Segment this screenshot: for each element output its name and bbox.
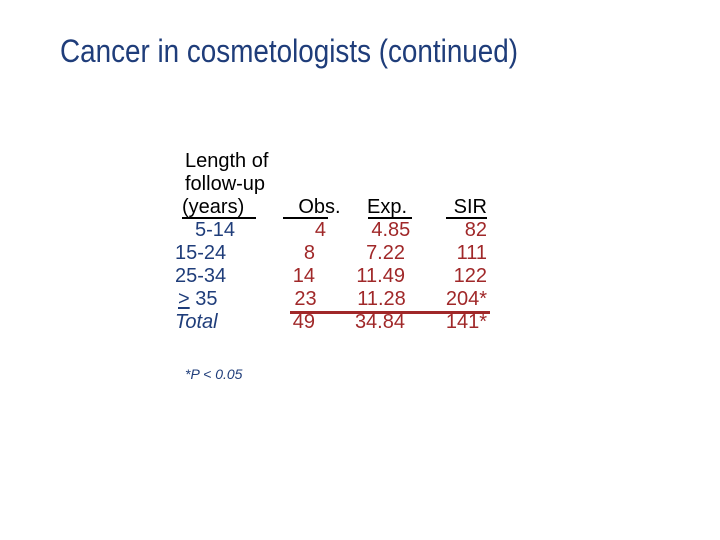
table-header-row: (years) Obs. Exp. SIR [175, 196, 487, 219]
obs-value: 4 [314, 219, 327, 241]
years-header-underline [182, 217, 256, 219]
sir-column-header: SIR [453, 196, 487, 218]
table-row: 5-14 4 4.85 82 [175, 219, 487, 242]
row-label: 15-24 [175, 242, 227, 264]
table-row: 25-34 14 11.49 122 [175, 265, 487, 288]
exp-header-underline [368, 217, 412, 219]
table-row-geq-35: > 35 23 11.28 204* [175, 288, 487, 311]
significance-footnote: *P < 0.05 [185, 366, 243, 382]
sir-value: 204* [445, 288, 488, 310]
obs-value: 49 [292, 311, 315, 333]
table-row: 15-24 8 7.22 111 [175, 242, 487, 265]
row-label-text: 35 [189, 288, 218, 310]
sir-value: 122 [453, 265, 487, 287]
obs-value: 8 [303, 242, 315, 264]
row-label: 25-34 [175, 265, 227, 287]
sir-value: 111 [456, 242, 487, 264]
exp-value: 11.49 [356, 265, 405, 287]
label-header-line-2: follow-up [185, 173, 266, 195]
obs-header-underline [283, 217, 328, 219]
table-total-row: Total 49 34.84 141* [175, 311, 487, 334]
obs-value: 14 [292, 265, 315, 287]
exp-value: 34.84 [354, 311, 405, 333]
sir-value: 141* [445, 311, 487, 333]
sir-value: 82 [464, 219, 488, 241]
row-label: 5-14 [195, 219, 236, 241]
exp-value: 7.22 [366, 242, 405, 264]
table-row: follow-up [175, 173, 487, 196]
slide-title: Cancer in cosmetologists (continued) [60, 33, 519, 69]
row-label: Total [175, 311, 218, 333]
exp-value: 11.28 [357, 288, 406, 310]
obs-column-header: Obs. [298, 196, 341, 218]
followup-table: Length of follow-up (years) Obs. Exp. SI… [175, 150, 487, 334]
exp-value: 4.85 [371, 219, 411, 241]
exp-column-header: Exp. [367, 196, 408, 218]
row-label: > 35 [175, 288, 284, 311]
years-column-header: (years) [182, 196, 245, 218]
label-header-line-1: Length of [185, 150, 269, 172]
significant-row-underline [290, 311, 490, 314]
greater-equal-symbol: > [178, 288, 190, 310]
table-row: Length of [175, 150, 487, 173]
obs-value: 23 [294, 288, 317, 310]
sir-header-underline [446, 217, 487, 219]
